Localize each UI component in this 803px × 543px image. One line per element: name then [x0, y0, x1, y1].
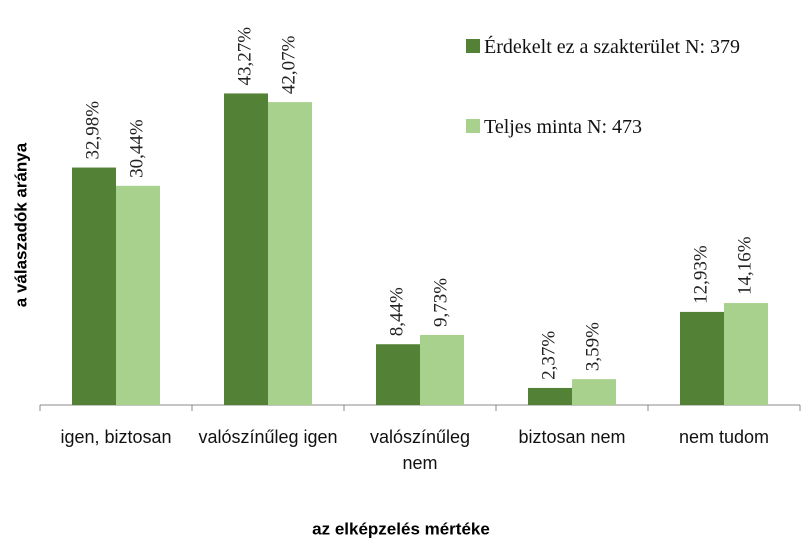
value-label: 30,44% [126, 119, 147, 178]
bar [420, 334, 464, 405]
bar [72, 167, 116, 405]
value-label: 9,73% [430, 278, 451, 327]
y-axis-label: a válaszadók aránya [11, 142, 30, 307]
bar [376, 344, 420, 405]
x-axis-label: az elképzelés mértéke [312, 519, 490, 538]
value-label: 2,37% [538, 331, 559, 380]
bar [116, 185, 160, 405]
bar [528, 387, 572, 405]
x-tick-label: igen, biztosan [60, 427, 172, 447]
value-label: 43,27% [234, 27, 255, 86]
bar [680, 311, 724, 405]
value-label: 3,59% [582, 322, 603, 371]
bar [268, 102, 312, 405]
value-label: 12,93% [690, 245, 711, 304]
value-label: 14,16% [734, 236, 755, 295]
value-label: 8,44% [386, 287, 407, 336]
x-tick-label: nem tudom [678, 427, 770, 447]
legend-label: Érdekelt ez a szakterület N: 379 [484, 36, 740, 58]
bar [724, 303, 768, 405]
legend-swatch [466, 39, 480, 53]
x-tick-label: valószínűleg nem [369, 427, 471, 473]
legend-label: Teljes minta N: 473 [484, 116, 643, 138]
bar [224, 93, 268, 406]
bar [572, 379, 616, 405]
legend-swatch [466, 119, 480, 133]
value-label: 32,98% [82, 101, 103, 160]
x-tick-label: biztosan nem [518, 427, 626, 447]
x-tick-label: valószínűleg igen [198, 427, 338, 447]
value-label: 42,07% [278, 35, 299, 94]
